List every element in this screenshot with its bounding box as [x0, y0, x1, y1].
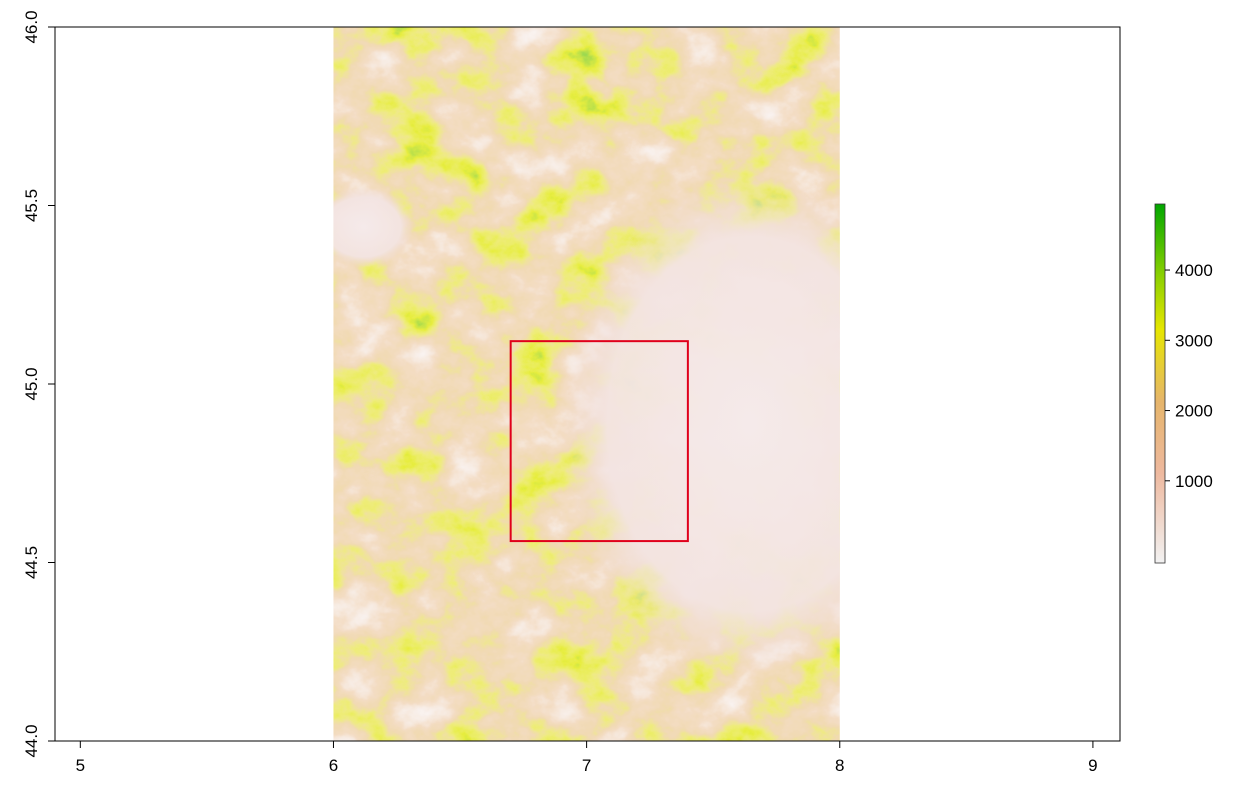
page: {"chart_data": { "type": "raster", "xlim…: [0, 0, 1239, 787]
lowland: [560, 174, 940, 674]
legend-tick-label: 2000: [1175, 402, 1213, 421]
color-bar: [1155, 204, 1165, 563]
x-tick-label: 7: [582, 756, 591, 775]
y-tick-label: 44.5: [22, 546, 41, 579]
legend-tick-label: 4000: [1175, 261, 1213, 280]
chart: 5 6 7 8 9 44.0 44.5 45.0 45.5 46.0 1000 2000 3000 400…: [0, 0, 1239, 787]
legend-tick-label: 3000: [1175, 331, 1213, 350]
y-tick-label: 46.0: [22, 10, 41, 43]
y-tick-label: 45.5: [22, 189, 41, 222]
plot-area: 5 6 7 8 9 44.0 44.5 45.0 45.5 46.0 1000 2000 3000 400…: [22, 10, 1213, 775]
x-tick-label: 9: [1088, 756, 1097, 775]
y-tick-label: 45.0: [22, 367, 41, 400]
x-tick-label: 6: [329, 756, 338, 775]
lowland: [313, 187, 413, 267]
x-tick-label: 8: [835, 756, 844, 775]
x-tick-label: 5: [76, 756, 85, 775]
elevation-raster: [313, 27, 939, 741]
legend-tick-label: 1000: [1175, 472, 1213, 491]
y-tick-label: 44.0: [22, 724, 41, 757]
